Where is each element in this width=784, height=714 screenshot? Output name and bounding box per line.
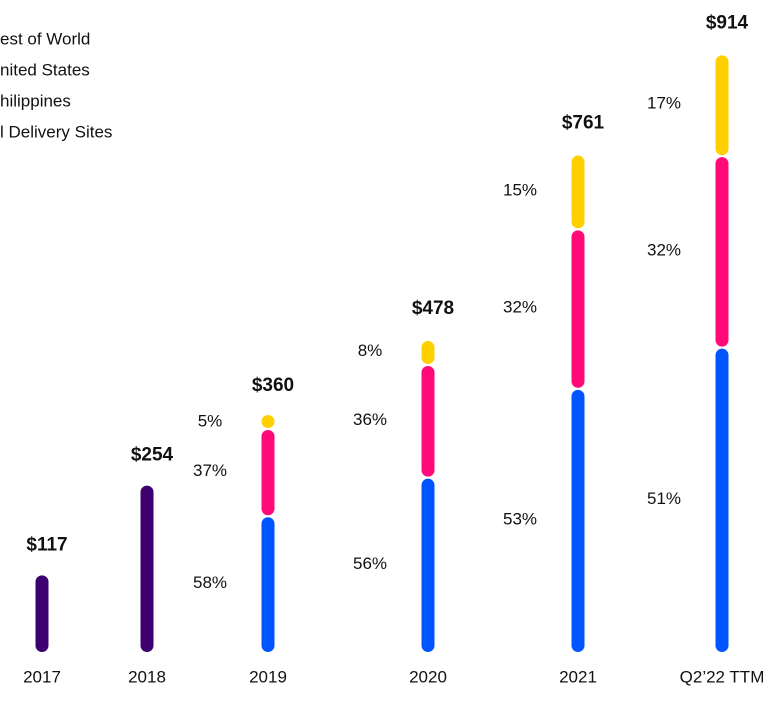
segment-label: 17% — [647, 94, 681, 113]
segment-label: 8% — [358, 341, 383, 360]
segment-label: 32% — [503, 298, 537, 317]
total-label: $360 — [252, 375, 294, 396]
x-tick-label: Q2’22 TTM — [680, 667, 765, 686]
segment-label: 37% — [193, 461, 227, 480]
x-tick-label: 2017 — [23, 667, 61, 686]
segment-label: 51% — [647, 489, 681, 508]
segment-label: 32% — [647, 240, 681, 259]
segment-label: 53% — [503, 509, 537, 528]
segment-label: 56% — [353, 554, 387, 573]
total-label: $117 — [26, 534, 67, 555]
segment-label: 5% — [198, 412, 223, 431]
legend-label: est of World — [0, 29, 90, 48]
total-label: $761 — [562, 113, 605, 134]
legend-label: l Delivery Sites — [0, 122, 112, 141]
segment-label: 36% — [353, 410, 387, 429]
x-tick-label: 2020 — [409, 667, 447, 686]
x-tick-label: 2018 — [128, 667, 166, 686]
segment-label: 58% — [193, 573, 227, 592]
segment-label: 15% — [503, 180, 537, 199]
legend-label: hilippines — [0, 91, 71, 110]
total-label: $478 — [412, 298, 454, 319]
total-label: $914 — [706, 12, 749, 33]
x-tick-label: 2021 — [559, 667, 597, 686]
total-label: $254 — [131, 445, 174, 466]
x-tick-label: 2019 — [249, 667, 287, 686]
legend-label: nited States — [0, 60, 90, 79]
